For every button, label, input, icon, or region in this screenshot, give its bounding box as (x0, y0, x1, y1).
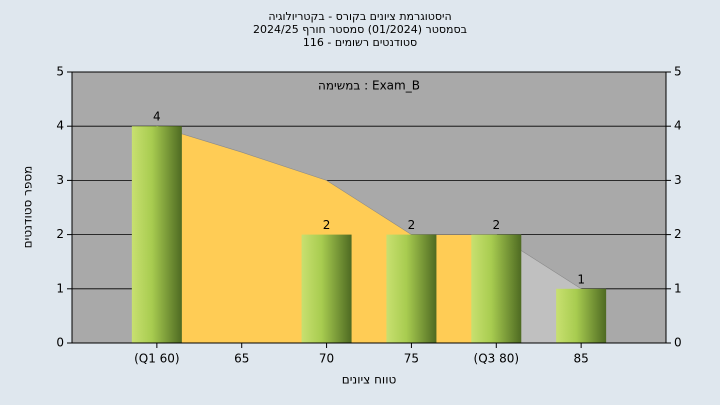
x-axis-label: טווח ציונים (342, 373, 397, 387)
y-tick-label: 0 (56, 336, 64, 350)
chart-subtitle: בסמסטר (01/2024) סמסטר חורף 2024/25 (253, 23, 467, 36)
y-axis-label: מספר סטודנטים (21, 166, 35, 249)
bar (556, 288, 607, 343)
x-tick-label: 70 (319, 352, 334, 366)
y2-tick-label: 5 (674, 65, 682, 79)
y-tick-label: 4 (56, 119, 64, 133)
x-tick-label: (Q3 80) (474, 352, 520, 366)
y-tick-label: 2 (56, 227, 64, 241)
chart-subtitle: סטודנטים רשומים - 116 (303, 36, 417, 49)
data-label: 2 (492, 218, 500, 232)
bar (301, 234, 352, 343)
y2-tick-label: 1 (674, 281, 682, 295)
bar (131, 126, 182, 343)
bar (471, 234, 522, 343)
data-label: 4 (153, 110, 161, 124)
y-tick-label: 1 (56, 281, 64, 295)
y2-tick-label: 2 (674, 227, 682, 241)
y2-tick-label: 4 (674, 119, 682, 133)
data-label: 2 (408, 218, 416, 232)
chart-title: היסטוגרמת ציונים בקורס - בקטריולוגיה (268, 10, 451, 23)
y-tick-label: 3 (56, 173, 64, 187)
plot-border (71, 71, 667, 344)
data-label: 2 (323, 218, 331, 232)
x-tick-label: 65 (234, 352, 249, 366)
y-tick-label: 5 (56, 65, 64, 79)
x-tick-label: 75 (404, 352, 419, 366)
x-tick-label: 85 (574, 352, 589, 366)
bar (386, 234, 437, 343)
data-label: 1 (577, 272, 585, 286)
x-tick-label: (Q1 60) (134, 352, 180, 366)
y2-tick-label: 0 (674, 336, 682, 350)
y2-tick-label: 3 (674, 173, 682, 187)
annotation: במשימה : Exam_B (318, 79, 420, 93)
